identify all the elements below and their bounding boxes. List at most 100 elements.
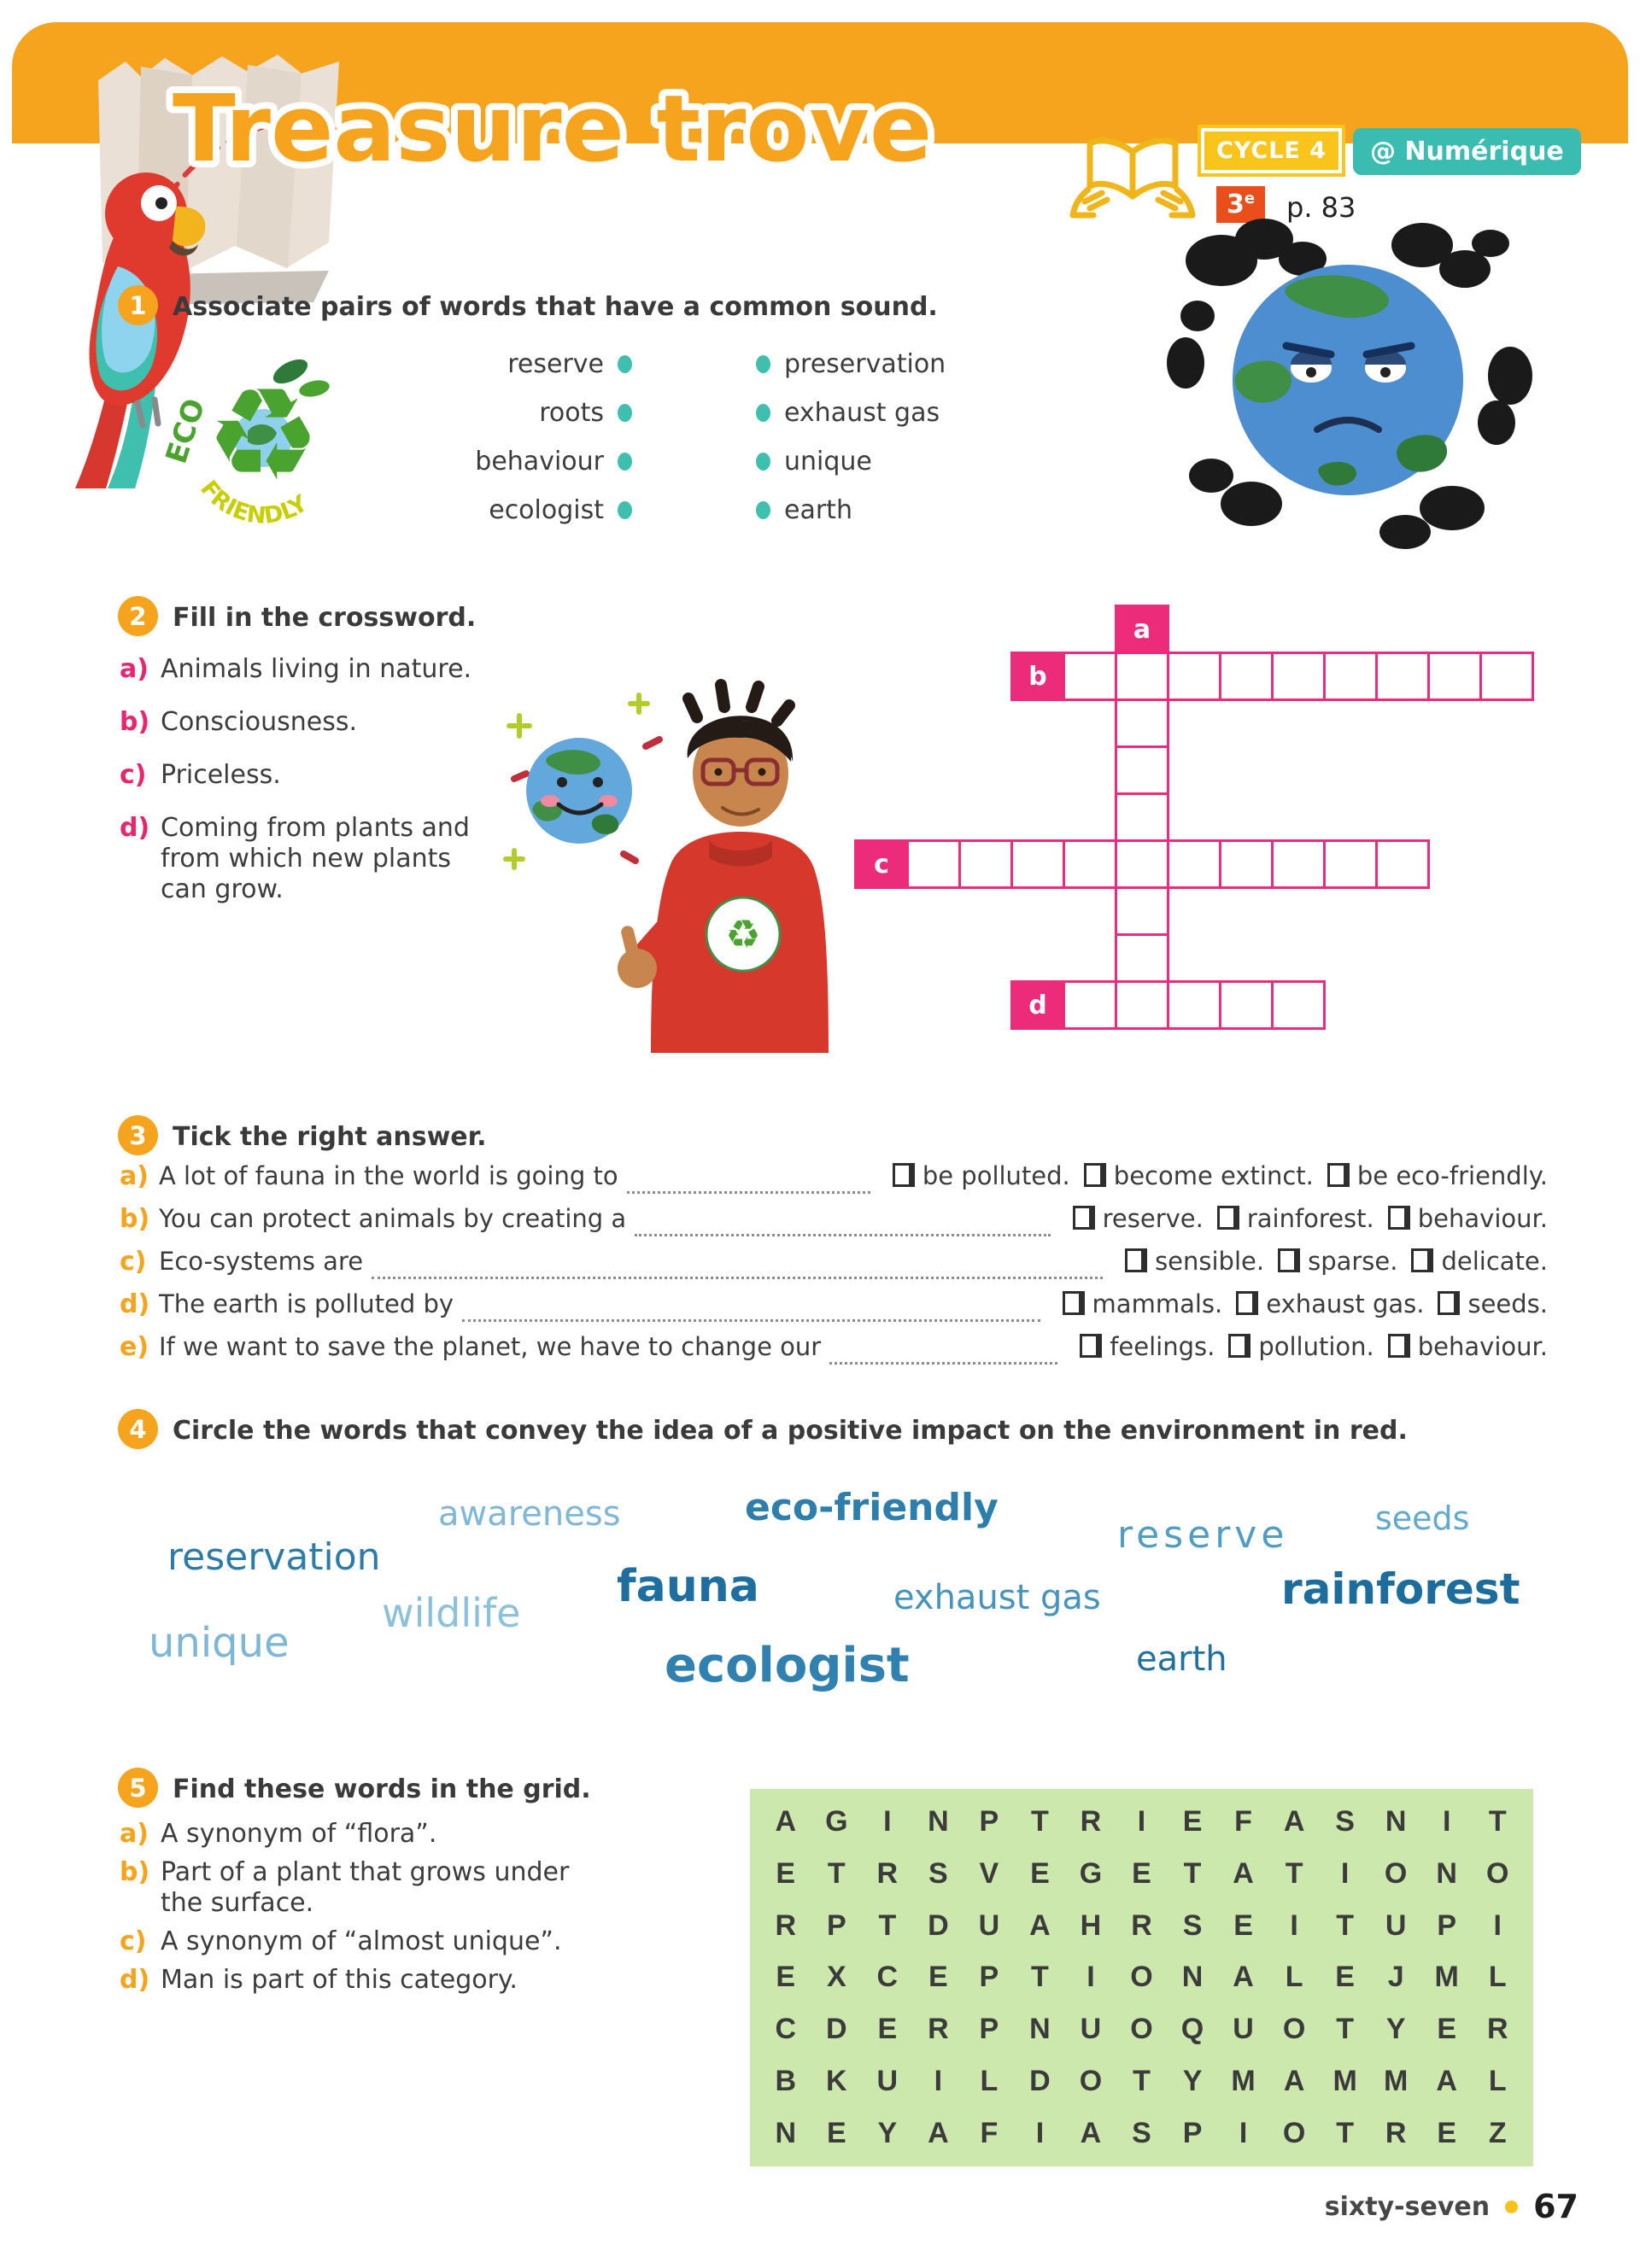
crossword-cell[interactable] <box>906 839 961 889</box>
grid-letter[interactable]: R <box>1080 1804 1102 1838</box>
grid-letter[interactable]: T <box>1336 1909 1355 1942</box>
grid-letter[interactable]: T <box>1133 2065 1151 2098</box>
grid-letter[interactable]: R <box>1486 2013 1508 2046</box>
grid-letter[interactable]: M <box>1332 2065 1357 2098</box>
crossword-cell[interactable] <box>1375 652 1430 701</box>
grid-letter[interactable]: E <box>877 2013 898 2046</box>
crossword-cell[interactable] <box>1115 886 1169 936</box>
grid-letter[interactable]: E <box>1437 2013 1457 2046</box>
grid-letter[interactable]: E <box>826 2117 846 2150</box>
grid-letter[interactable]: T <box>827 1856 846 1890</box>
grid-letter[interactable]: O <box>1130 2013 1153 2046</box>
grid-letter[interactable]: Y <box>1385 2013 1406 2046</box>
grid-letter[interactable]: E <box>1132 1856 1151 1890</box>
cloud-word[interactable]: wildlife <box>382 1590 521 1636</box>
grid-letter[interactable]: S <box>1335 1804 1355 1838</box>
grid-letter[interactable]: Z <box>1488 2117 1507 2150</box>
cloud-word[interactable]: unique <box>149 1619 290 1667</box>
crossword-cell[interactable] <box>1167 839 1221 889</box>
crossword-cell[interactable] <box>1115 839 1169 889</box>
match-bullet[interactable] <box>618 404 632 422</box>
crossword-cell[interactable] <box>1323 839 1378 889</box>
grid-letter[interactable]: A <box>1029 1909 1051 1942</box>
grid-letter[interactable]: I <box>1442 1804 1451 1838</box>
crossword-cell[interactable] <box>1375 839 1430 889</box>
crossword-cell[interactable] <box>1115 652 1169 701</box>
grid-letter[interactable]: Y <box>877 2117 898 2150</box>
grid-letter[interactable]: T <box>1183 1856 1202 1890</box>
grid-letter[interactable]: N <box>1029 2013 1051 2046</box>
grid-letter[interactable]: P <box>979 2013 999 2046</box>
grid-letter[interactable]: T <box>1488 1804 1507 1838</box>
grid-letter[interactable]: T <box>1031 1961 1049 1994</box>
grid-letter[interactable]: P <box>1182 2117 1203 2150</box>
grid-letter[interactable]: M <box>1231 2065 1256 2098</box>
grid-letter[interactable]: A <box>1283 2065 1305 2098</box>
grid-letter[interactable]: S <box>928 1856 948 1890</box>
match-bullet[interactable] <box>756 404 770 422</box>
grid-letter[interactable]: D <box>826 2013 847 2046</box>
grid-letter[interactable]: A <box>1233 1856 1254 1890</box>
grid-letter[interactable]: D <box>1029 2065 1051 2098</box>
grid-letter[interactable]: C <box>876 1961 899 1994</box>
grid-letter[interactable]: F <box>1234 1804 1252 1838</box>
grid-letter[interactable]: Q <box>1180 2013 1204 2046</box>
cloud-word[interactable]: reserve <box>1117 1513 1289 1557</box>
grid-letter[interactable]: O <box>1079 2065 1103 2098</box>
crossword-cell[interactable] <box>1010 839 1065 889</box>
grid-letter[interactable]: L <box>1488 2065 1507 2098</box>
crossword-cell[interactable] <box>1271 652 1326 701</box>
grid-letter[interactable]: P <box>826 1909 846 1942</box>
cloud-word[interactable]: awareness <box>438 1494 621 1534</box>
cloud-word[interactable]: eco-friendly <box>745 1486 999 1529</box>
crossword-cell[interactable] <box>1063 839 1117 889</box>
grid-letter[interactable]: E <box>928 1961 948 1994</box>
cloud-word[interactable]: earth <box>1136 1640 1227 1679</box>
grid-letter[interactable]: R <box>1131 1909 1152 1942</box>
checkbox[interactable] <box>892 1163 915 1187</box>
grid-letter[interactable]: L <box>980 2065 999 2098</box>
cloud-word[interactable]: rainforest <box>1281 1564 1520 1614</box>
grid-letter[interactable]: L <box>1488 1961 1507 1994</box>
grid-letter[interactable]: S <box>1132 2117 1151 2150</box>
grid-letter[interactable]: A <box>1080 2117 1102 2150</box>
grid-letter[interactable]: P <box>979 1961 999 1994</box>
grid-letter[interactable]: I <box>934 2065 943 2098</box>
grid-letter[interactable]: M <box>1383 2065 1409 2098</box>
match-bullet[interactable] <box>756 453 770 471</box>
grid-letter[interactable]: R <box>775 1909 797 1942</box>
cloud-word[interactable]: fauna <box>617 1561 759 1612</box>
grid-letter[interactable]: O <box>1485 1856 1509 1890</box>
grid-letter[interactable]: T <box>1336 2117 1355 2150</box>
match-bullet[interactable] <box>618 355 632 373</box>
crossword-cell[interactable] <box>1063 652 1117 701</box>
grid-letter[interactable]: V <box>979 1856 999 1890</box>
grid-letter[interactable]: O <box>1384 1856 1408 1890</box>
crossword-cell[interactable] <box>1167 980 1221 1030</box>
grid-letter[interactable]: R <box>928 2013 949 2046</box>
grid-letter[interactable]: E <box>1437 2117 1457 2150</box>
crossword-cell[interactable] <box>1271 980 1326 1030</box>
answer-blank[interactable] <box>635 1234 1051 1236</box>
checkbox[interactable] <box>1387 1206 1410 1230</box>
grid-letter[interactable]: J <box>1387 1961 1404 1994</box>
crossword-cell[interactable] <box>1271 839 1326 889</box>
grid-letter[interactable]: A <box>1283 1804 1305 1838</box>
grid-letter[interactable]: P <box>1437 1909 1457 1942</box>
grid-letter[interactable]: A <box>1436 2065 1457 2098</box>
grid-letter[interactable]: U <box>1385 1909 1407 1942</box>
grid-letter[interactable]: N <box>1181 1961 1204 1994</box>
grid-letter[interactable]: I <box>1137 1804 1146 1838</box>
grid-letter[interactable]: X <box>826 1961 846 1994</box>
crossword-cell[interactable] <box>958 839 1013 889</box>
crossword-cell[interactable] <box>1219 839 1274 889</box>
grid-letter[interactable]: C <box>775 2013 797 2046</box>
checkbox[interactable] <box>1438 1291 1461 1315</box>
grid-letter[interactable]: S <box>1182 1909 1203 1942</box>
grid-letter[interactable]: U <box>978 1909 1000 1942</box>
grid-letter[interactable]: N <box>775 2117 797 2150</box>
match-bullet[interactable] <box>756 355 770 373</box>
grid-letter[interactable]: D <box>928 1909 949 1942</box>
grid-letter[interactable]: T <box>1031 1804 1049 1838</box>
crossword-cell[interactable] <box>1323 652 1378 701</box>
